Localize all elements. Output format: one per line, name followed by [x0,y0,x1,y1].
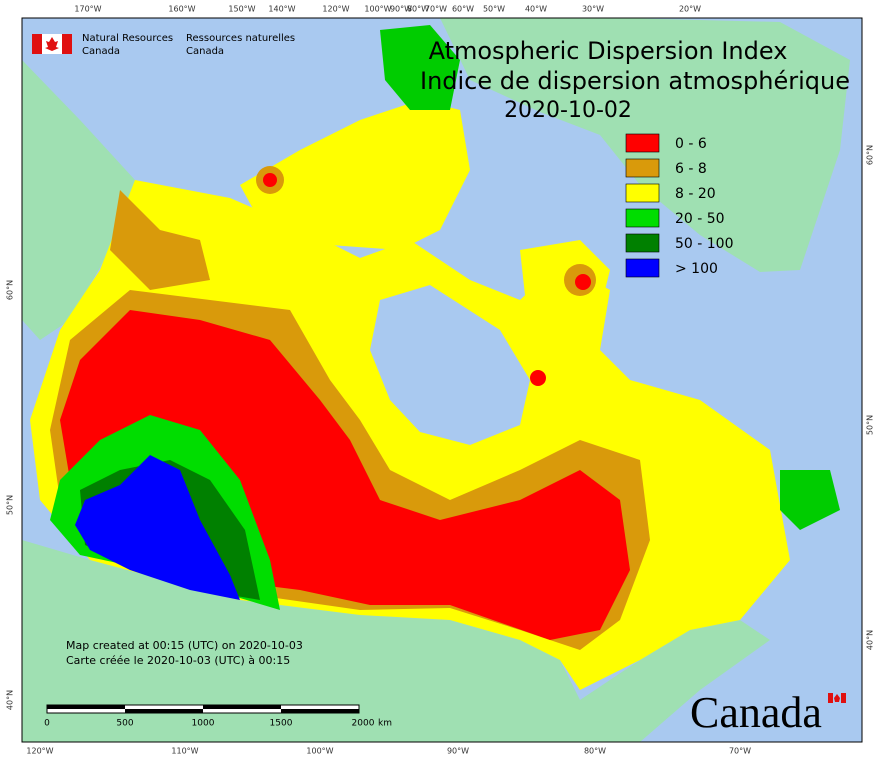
graticule-label: 120°W [26,747,53,756]
scale-label: 2000 [352,719,375,729]
graticule-label: 60°N [6,280,15,300]
wordmark-flag [828,693,833,703]
graticule-label: 50°N [6,495,15,515]
legend-label: 8 - 20 [675,186,716,202]
canada-wordmark: Canada [690,688,822,737]
legend-label: > 100 [675,261,718,277]
note: Map created at 00:15 (UTC) on 2020-10-03 [66,639,303,652]
logo [32,34,72,54]
graticule-label: 150°W [228,5,255,14]
scale-segment [281,709,359,713]
graticule-label: 80°W [407,5,429,14]
scale-label: 1500 [270,719,293,729]
scale-label: 0 [44,719,50,729]
island-red [263,173,277,187]
legend-swatch [625,208,660,228]
graticule-label: 70°W [425,5,447,14]
generated: 0 - 6 6 - 8 8 - 20 20 - 50 50 - 100 > 100 0 500… [6,5,875,756]
baffin-red [575,274,591,290]
hudson-bay [370,285,530,445]
wordmark: Canada [690,688,846,737]
legend-label: 0 - 6 [675,136,707,152]
graticule-label: 100°W [364,5,391,14]
graticule-label: 50°N [866,415,875,435]
graticule-label: 120°W [322,5,349,14]
graticule-label: 110°W [171,747,198,756]
scale-label: 1000 [192,719,215,729]
scale-unit: km [378,719,392,729]
yukon-orange [110,190,210,290]
scale-segment [203,705,281,709]
graticule-label: 70°W [729,747,751,756]
note: Carte créée le 2020-10-03 (UTC) à 00:15 [66,654,290,667]
legend-swatch [625,158,660,178]
ellesmere-green [380,25,460,110]
graticule-label: 170°W [74,5,101,14]
maple-leaf [45,37,59,51]
usa [22,540,770,742]
arctic-islands [240,100,470,250]
graticule-label: 90°W [390,5,412,14]
graticule-label: 160°W [168,5,195,14]
title: Atmospheric Dispersion Index [429,37,788,65]
labrador-red [530,370,546,386]
legend-swatch [625,233,660,253]
graticule-label: 80°W [584,747,606,756]
agency-fr: Ressources naturelles [186,33,295,44]
agency-fr: Canada [186,46,224,57]
map-frame [21,17,863,743]
agency-en: Canada [82,46,120,57]
alaska [22,60,135,340]
graticule-label: 20°W [679,5,701,14]
scale-segment [47,705,125,709]
legend-label: 20 - 50 [675,211,725,227]
legend-swatch [625,133,660,153]
blue-zone [75,455,240,600]
graticule-label: 60°W [452,5,474,14]
graticule-label: 40°N [866,630,875,650]
graticule-label: 30°W [582,5,604,14]
graticule-label: 60°N [866,145,875,165]
wordmark-leaf [834,694,840,702]
legend-swatch [625,258,660,278]
flag-bar [62,34,72,54]
title: Indice de dispersion atmosphérique [420,67,850,95]
flag-bar [32,34,42,54]
scale-label: 500 [116,719,133,729]
legend-label: 50 - 100 [675,236,734,252]
graticule-label: 140°W [268,5,295,14]
legend-swatch [625,183,660,203]
graticule-label: 50°W [483,5,505,14]
graticule-label: 40°N [6,690,15,710]
newfoundland-green [780,470,840,530]
legend-label: 6 - 8 [675,161,707,177]
graticule-label: 90°W [447,747,469,756]
scale-segment [125,709,203,713]
wordmark-flag [841,693,846,703]
scale-bar [46,704,360,714]
agency-en: Natural Resources [82,33,173,44]
graticule-label: 40°W [525,5,547,14]
graticule-label: 100°W [306,747,333,756]
date: 2020-10-02 [504,98,632,123]
